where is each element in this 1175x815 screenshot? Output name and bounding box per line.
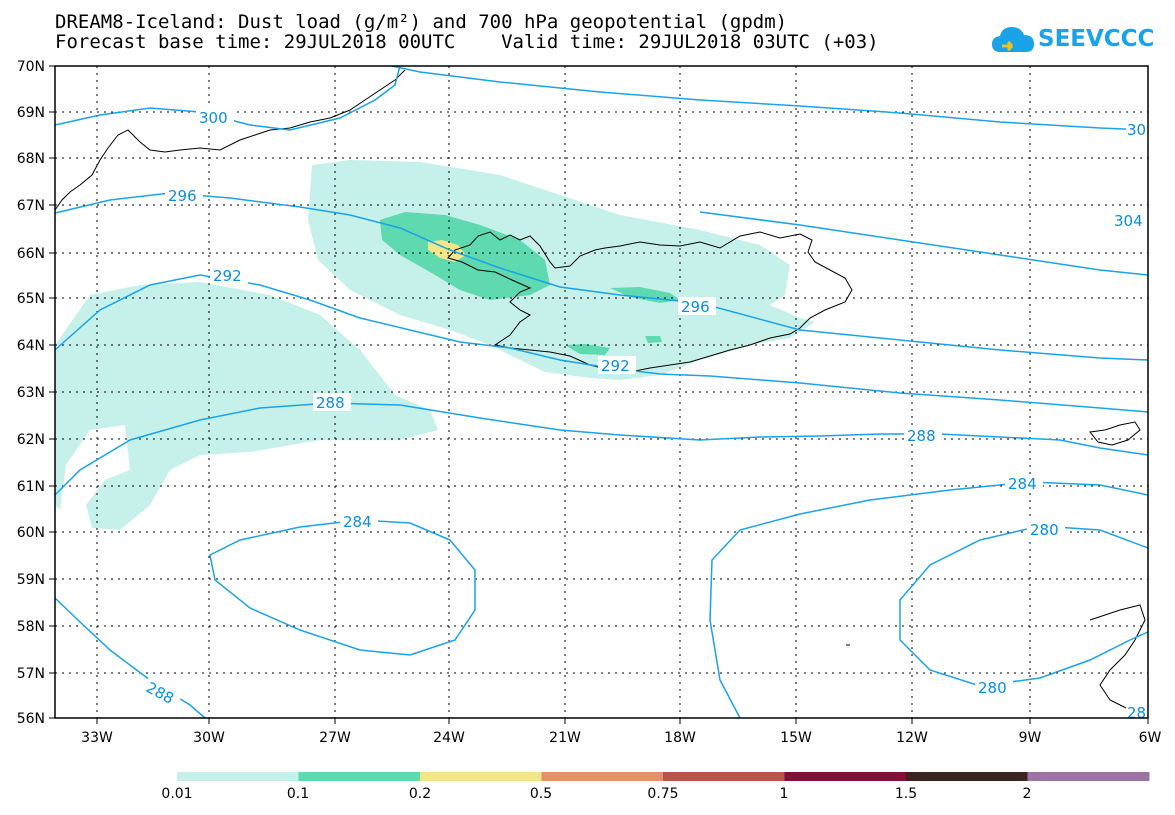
colorbar-swatch: [420, 772, 542, 781]
lon-label: 27W: [319, 730, 351, 746]
colorbar-swatch: [784, 772, 907, 781]
contour-labels: 300 30 296 304 292 296 292 288 288 284 2…: [140, 108, 1148, 722]
colorbar: [177, 772, 1150, 781]
lat-label: 68N: [17, 151, 45, 167]
map-title: DREAM8-Iceland: Dust load (g/m²) and 700…: [55, 11, 788, 33]
lat-label: 60N: [17, 525, 45, 541]
seevccc-logo: SEEVCCC: [990, 20, 1170, 60]
colorbar-tick-label: 0.2: [409, 786, 431, 802]
lat-label: 69N: [17, 105, 45, 121]
colorbar-tick-label: 0.5: [530, 786, 552, 802]
lon-label: 12W: [896, 730, 928, 746]
lon-label: 15W: [780, 730, 812, 746]
lat-label: 56N: [17, 711, 45, 727]
colorbar-tick-label: 0.75: [647, 786, 678, 802]
lon-label: 21W: [549, 730, 581, 746]
colorbar-swatch: [1027, 772, 1150, 781]
colorbar-labels: 0.01 0.1 0.2 0.5 0.75 1 1.5 2: [161, 786, 1031, 802]
contour-label: 288: [907, 427, 936, 445]
geopotential-contours: [54, 65, 1149, 719]
coastlines: [54, 69, 1149, 713]
logo-text: SEEVCCC: [1038, 26, 1155, 52]
contour-label: 304: [1114, 212, 1143, 230]
colorbar-tick-label: 1.5: [895, 786, 917, 802]
lat-label: 66N: [17, 246, 45, 262]
contour-label: 296: [681, 298, 710, 316]
contour-label: 300: [199, 109, 228, 127]
graticule: [55, 66, 1148, 718]
contour-label: 288: [316, 394, 345, 412]
lat-label: 62N: [17, 432, 45, 448]
contour-label: 292: [601, 357, 630, 375]
colorbar-tick-label: 0.1: [287, 786, 309, 802]
forecast-times: Forecast base time: 29JUL2018 00UTC Vali…: [55, 31, 879, 53]
colorbar-swatch: [298, 772, 421, 781]
contour-label: 292: [213, 267, 242, 285]
lon-label: 33W: [81, 730, 113, 746]
colorbar-swatch: [906, 772, 1028, 781]
contour-label: 30: [1127, 121, 1146, 139]
lon-label: 24W: [433, 730, 465, 746]
colorbar-swatch: [541, 772, 664, 781]
colorbar-swatch: [663, 772, 785, 781]
lat-label: 65N: [17, 291, 45, 307]
lon-label: 6W: [1139, 730, 1162, 746]
contour-label: 280: [1030, 521, 1059, 539]
lon-label: 18W: [664, 730, 696, 746]
colorbar-swatch: [177, 772, 299, 781]
contour-label: 296: [168, 187, 197, 205]
lat-label: 63N: [17, 385, 45, 401]
colorbar-tick-label: 0.01: [161, 786, 192, 802]
lat-label: 59N: [17, 572, 45, 588]
lat-label: 67N: [17, 198, 45, 214]
cloud-icon: [992, 27, 1034, 52]
contour-label: 28: [1127, 704, 1146, 722]
lat-label: 61N: [17, 479, 45, 495]
lat-label: 57N: [17, 666, 45, 682]
axis-ticks: [49, 65, 1149, 724]
contour-label: 284: [343, 513, 372, 531]
lat-label: 64N: [17, 338, 45, 354]
colorbar-tick-label: 2: [1023, 786, 1032, 802]
lat-label: 58N: [17, 619, 45, 635]
lat-label: 70N: [17, 59, 45, 75]
contour-label: 284: [1008, 475, 1037, 493]
lon-label: 30W: [193, 730, 225, 746]
contour-label: 280: [978, 679, 1007, 697]
colorbar-tick-label: 1: [780, 786, 789, 802]
dust-load-shading: [55, 160, 815, 530]
lon-label: 9W: [1019, 730, 1042, 746]
